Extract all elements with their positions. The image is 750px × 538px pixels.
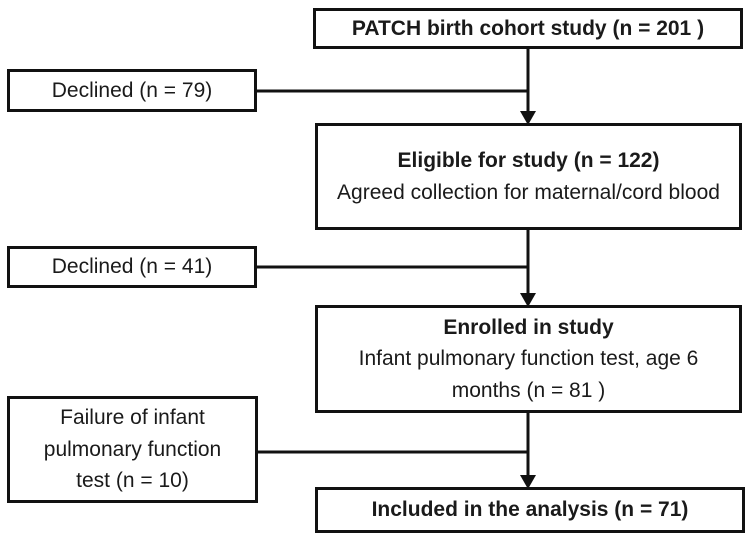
node-eligible-title: Eligible for study (n = 122) [397, 149, 660, 172]
node-declined-1: Declined (n = 79) [7, 69, 257, 112]
node-cohort: PATCH birth cohort study (n = 201 ) [313, 8, 743, 49]
node-declined-1-label: Declined (n = 79) [51, 78, 213, 102]
node-eligible: Eligible for study (n = 122) Agreed coll… [315, 123, 742, 230]
node-eligible-subtitle: Agreed collection for maternal/cord bloo… [337, 180, 720, 204]
arrowhead-included-icon [520, 475, 536, 489]
node-included: Included in the analysis (n = 71) [315, 487, 745, 533]
arrowhead-enrolled-icon [520, 293, 536, 307]
node-included-label: Included in the analysis (n = 71) [371, 498, 689, 522]
node-failure-label: Failure of infant pulmonary function tes… [43, 406, 222, 493]
arrowhead-eligible-icon [520, 111, 536, 125]
node-enrolled-title: Enrolled in study [443, 315, 614, 339]
node-declined-2-label: Declined (n = 41) [51, 255, 213, 279]
node-enrolled-subtitle: Infant pulmonary function test, age 6 mo… [358, 347, 699, 402]
node-enrolled: Enrolled in study Infant pulmonary funct… [315, 305, 742, 413]
node-failure: Failure of infant pulmonary function tes… [7, 396, 258, 503]
node-declined-2: Declined (n = 41) [7, 246, 257, 288]
node-cohort-label: PATCH birth cohort study (n = 201 ) [351, 16, 705, 40]
